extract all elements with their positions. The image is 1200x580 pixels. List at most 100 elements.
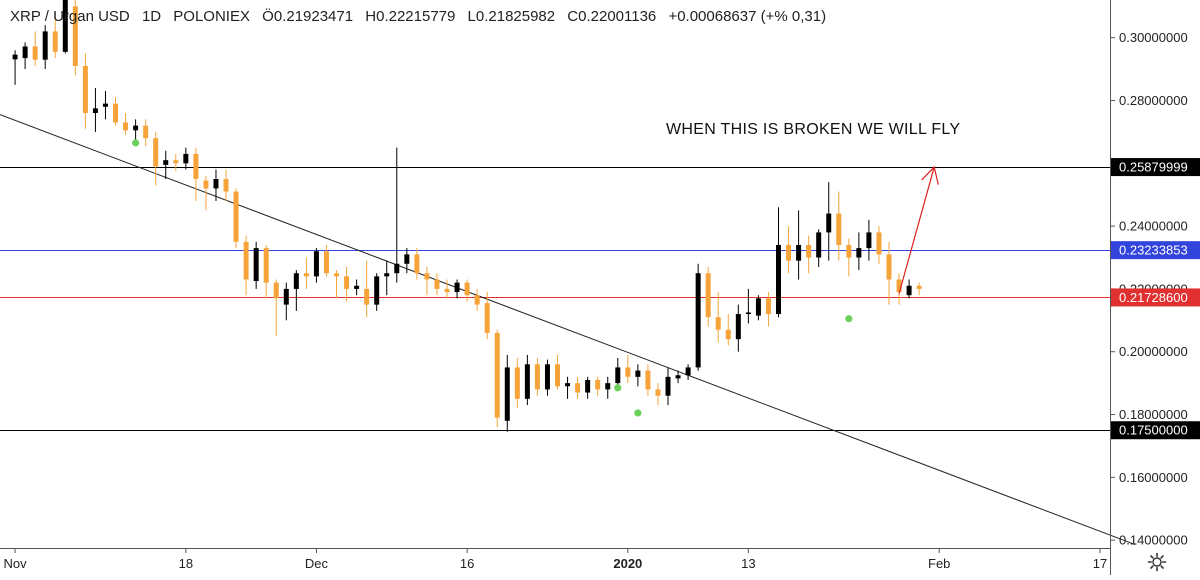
candle[interactable]	[645, 364, 651, 396]
candle[interactable]	[464, 279, 470, 302]
candle[interactable]	[454, 279, 460, 299]
candle[interactable]	[896, 273, 902, 305]
candle[interactable]	[354, 279, 360, 296]
trendline[interactable]	[0, 114, 1136, 546]
candle[interactable]	[916, 282, 922, 296]
candle[interactable]	[303, 257, 309, 289]
candle[interactable]	[524, 354, 530, 406]
candle[interactable]	[826, 182, 832, 261]
candle[interactable]	[444, 279, 450, 299]
candle[interactable]	[836, 191, 842, 261]
candle[interactable]	[364, 260, 370, 318]
candle[interactable]	[906, 279, 912, 299]
candle[interactable]	[705, 266, 711, 327]
candle[interactable]	[414, 248, 420, 280]
candle[interactable]	[866, 219, 872, 261]
candle[interactable]	[344, 266, 350, 302]
candle[interactable]	[796, 210, 802, 280]
candle[interactable]	[173, 153, 179, 172]
candle[interactable]	[32, 31, 38, 66]
candle[interactable]	[675, 370, 681, 384]
candle[interactable]	[876, 226, 882, 264]
candle[interactable]	[113, 97, 119, 126]
candle[interactable]	[213, 169, 219, 201]
candle[interactable]	[665, 367, 671, 406]
candle[interactable]	[685, 364, 691, 380]
candle[interactable]	[183, 147, 189, 170]
candle[interactable]	[806, 235, 812, 274]
candle[interactable]	[575, 376, 581, 399]
candle[interactable]	[846, 238, 852, 277]
candle[interactable]	[585, 376, 591, 399]
candle[interactable]	[153, 131, 159, 186]
candle[interactable]	[816, 229, 822, 267]
candle[interactable]	[776, 207, 782, 318]
candle[interactable]	[635, 364, 641, 387]
candle[interactable]	[755, 295, 761, 321]
price-label[interactable]: 0.21728600	[1111, 288, 1200, 307]
candle[interactable]	[263, 244, 269, 299]
candle[interactable]	[203, 175, 209, 211]
candle[interactable]	[72, 0, 78, 76]
candle[interactable]	[334, 270, 340, 299]
candle[interactable]	[745, 288, 751, 324]
candle[interactable]	[544, 359, 550, 396]
candle[interactable]	[62, 0, 68, 54]
candle[interactable]	[22, 42, 28, 70]
candle[interactable]	[323, 244, 329, 277]
candle[interactable]	[504, 354, 510, 432]
candle[interactable]	[424, 266, 430, 296]
candle[interactable]	[484, 292, 490, 340]
candle[interactable]	[273, 279, 279, 337]
candle[interactable]	[695, 263, 701, 371]
candle[interactable]	[625, 354, 631, 384]
candle[interactable]	[595, 376, 601, 396]
price-label[interactable]: 0.17500000	[1111, 421, 1200, 440]
candle[interactable]	[434, 273, 440, 296]
settings-gear-icon[interactable]	[1147, 552, 1167, 572]
candle[interactable]	[163, 150, 169, 180]
candle[interactable]	[283, 282, 289, 321]
candle[interactable]	[193, 147, 199, 201]
candle[interactable]	[565, 376, 571, 399]
candle[interactable]	[223, 169, 229, 201]
candle[interactable]	[555, 354, 561, 390]
candle[interactable]	[133, 119, 139, 142]
price-label[interactable]: 0.23233853	[1111, 241, 1200, 260]
candle[interactable]	[655, 383, 661, 406]
candle[interactable]	[394, 147, 400, 283]
arrow-shaft[interactable]	[898, 166, 935, 294]
candle[interactable]	[856, 232, 862, 271]
candle[interactable]	[52, 12, 58, 59]
candle[interactable]	[534, 358, 540, 396]
candle[interactable]	[404, 248, 410, 274]
candle[interactable]	[253, 241, 259, 289]
candle[interactable]	[92, 87, 98, 132]
candle[interactable]	[725, 314, 731, 346]
candle[interactable]	[233, 188, 239, 249]
price-label[interactable]: 0.25879999	[1111, 158, 1200, 177]
candle[interactable]	[715, 292, 721, 343]
candle[interactable]	[313, 248, 319, 283]
candle[interactable]	[765, 292, 771, 327]
candle[interactable]	[374, 273, 380, 311]
candle[interactable]	[123, 113, 129, 136]
candle[interactable]	[82, 53, 88, 129]
candle[interactable]	[886, 241, 892, 305]
legend-interval[interactable]: 1D	[141, 8, 162, 25]
candle[interactable]	[735, 304, 741, 352]
candle[interactable]	[605, 376, 611, 399]
candle[interactable]	[474, 288, 480, 311]
candle[interactable]	[293, 270, 299, 311]
candle[interactable]	[786, 226, 792, 274]
candle[interactable]	[42, 25, 48, 70]
candle[interactable]	[243, 235, 249, 296]
candle[interactable]	[102, 91, 108, 120]
candle[interactable]	[143, 119, 149, 147]
legend-symbol[interactable]: XRP / Urgan USD	[10, 8, 130, 25]
candle[interactable]	[514, 358, 520, 409]
candle[interactable]	[384, 260, 390, 296]
candle[interactable]	[494, 329, 500, 428]
